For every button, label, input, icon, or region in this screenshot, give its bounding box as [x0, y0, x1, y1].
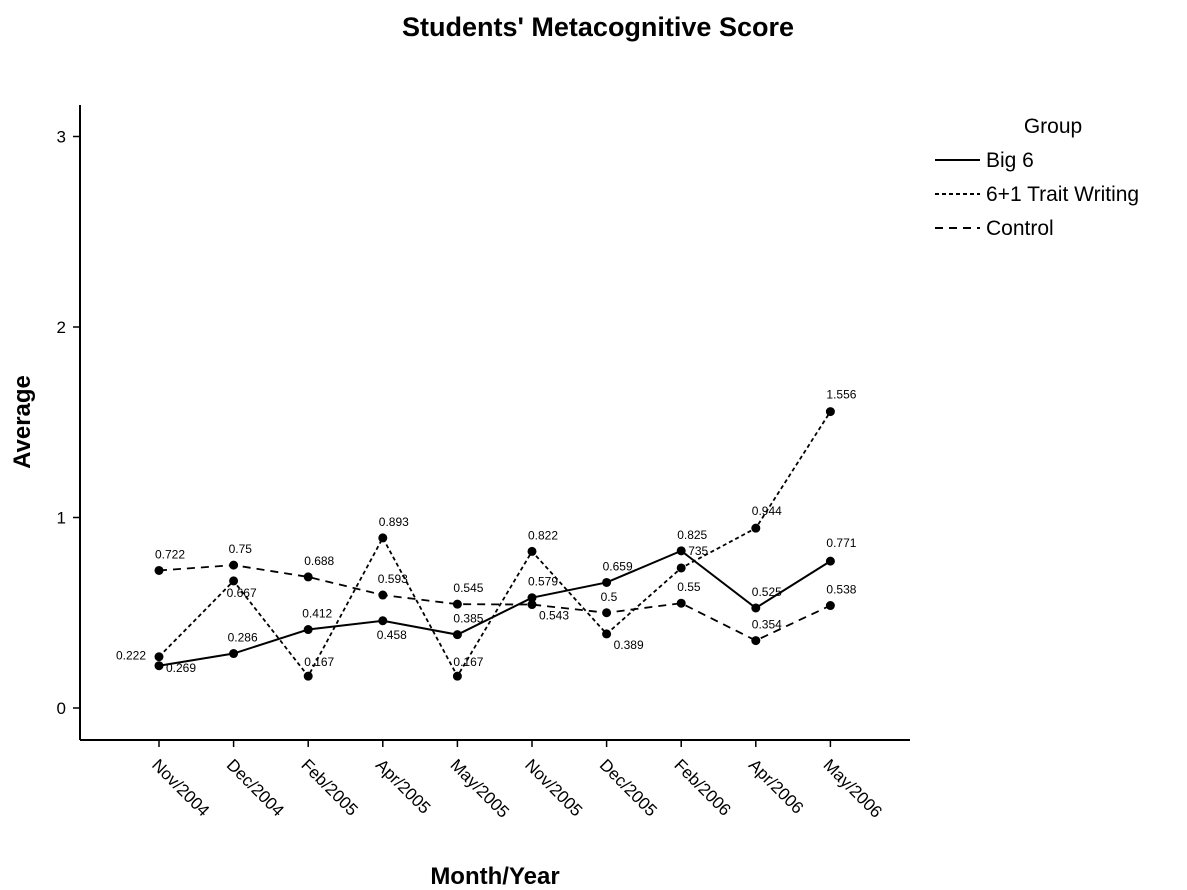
- data-label: 0.167: [304, 655, 334, 669]
- data-label: 0.545: [453, 581, 483, 595]
- x-tick-label: Apr/2006: [745, 755, 807, 817]
- legend-entry: 6+1 Trait Writing: [986, 183, 1139, 206]
- data-point: [825, 556, 835, 566]
- data-label: 0.55: [677, 580, 701, 594]
- x-tick-label: Nov/2005: [521, 755, 586, 820]
- series-3: 0.722 0.75 0.688 0.593 0.545 0.543 0.5 0.55 0.35…: [154, 542, 857, 646]
- x-tick-label: Feb/2006: [670, 755, 734, 819]
- data-point: [303, 572, 313, 582]
- data-point: [751, 636, 761, 646]
- data-point: [676, 563, 686, 573]
- data-label: 0.667: [227, 586, 257, 600]
- x-tick-label: Dec/2005: [596, 755, 661, 820]
- y-tick-label: 3: [57, 128, 66, 147]
- data-label: 0.688: [304, 554, 334, 568]
- data-point: [303, 671, 313, 681]
- data-label: 0.167: [453, 655, 483, 669]
- legend: Group Big 6 6+1 Trait Writing Control: [935, 115, 1139, 240]
- data-point: [303, 625, 313, 635]
- data-point: [527, 593, 537, 603]
- data-point: [452, 599, 462, 609]
- data-point: [452, 630, 462, 640]
- data-label: 0.354: [752, 618, 782, 632]
- data-label: 0.538: [826, 583, 856, 597]
- series-2: 0.269 0.667 0.167 0.893 0.167 0.822 0.389 0.735…: [154, 388, 857, 681]
- data-point: [602, 608, 612, 618]
- data-label: 0.771: [826, 536, 856, 550]
- series-line: [158, 549, 831, 667]
- data-label: 0.286: [228, 631, 258, 645]
- data-label: 0.659: [603, 559, 633, 573]
- data-label: 0.389: [614, 638, 644, 652]
- y-tick-label: 2: [57, 318, 66, 337]
- data-point: [452, 671, 462, 681]
- data-point: [825, 407, 835, 417]
- x-tick-label: Feb/2005: [297, 755, 361, 819]
- data-point: [527, 600, 537, 610]
- data-label: 0.269: [166, 661, 196, 675]
- x-axis-label: Month/Year: [430, 863, 559, 890]
- y-tick-label: 1: [57, 509, 66, 528]
- chart-title: Students' Metacognitive Score: [402, 12, 794, 42]
- legend-entry: Control: [986, 217, 1054, 240]
- data-label: 0.75: [229, 542, 253, 556]
- series-layer: 0.222 0.286 0.412 0.458 0.385 0.579 0.659 0.825…: [116, 388, 857, 681]
- data-label: 0.944: [752, 504, 782, 518]
- legend-title: Group: [1024, 115, 1082, 138]
- x-tick-label: May/2006: [820, 755, 886, 821]
- data-point: [825, 601, 835, 611]
- y-tick-label: 0: [57, 699, 66, 718]
- data-point: [154, 565, 164, 575]
- data-point: [602, 629, 612, 639]
- data-point: [154, 652, 164, 662]
- data-point: [229, 576, 239, 586]
- data-label: 0.593: [378, 572, 408, 586]
- data-label: 0.735: [678, 544, 708, 558]
- data-label: 0.458: [377, 628, 407, 642]
- x-tick-label: Nov/2004: [148, 755, 213, 820]
- legend-entry: Big 6: [986, 149, 1034, 172]
- data-point: [751, 603, 761, 613]
- y-axis-label: Average: [9, 375, 36, 469]
- data-label: 0.893: [379, 515, 409, 529]
- x-tick-label: May/2005: [447, 755, 513, 821]
- series-line: [158, 411, 832, 679]
- data-label: 0.222: [116, 649, 146, 663]
- data-label: 0.412: [302, 607, 332, 621]
- x-tick-label: Dec/2004: [223, 755, 288, 820]
- data-label: 0.822: [528, 528, 558, 542]
- data-point: [676, 546, 686, 556]
- series-1: 0.222 0.286 0.412 0.458 0.385 0.579 0.659 0.825…: [116, 528, 857, 671]
- data-label: 0.722: [155, 547, 185, 561]
- data-point: [154, 661, 164, 671]
- data-label: 1.556: [826, 388, 856, 402]
- data-point: [378, 533, 388, 543]
- data-point: [229, 560, 239, 570]
- data-point: [378, 616, 388, 626]
- x-tick-label: Apr/2005: [372, 755, 434, 817]
- data-point: [751, 523, 761, 533]
- series-line: [158, 564, 831, 642]
- data-label: 0.385: [453, 612, 483, 626]
- data-point: [602, 577, 612, 587]
- data-label: 0.5: [601, 590, 618, 604]
- data-label: 0.579: [528, 575, 558, 589]
- data-label: 0.825: [677, 528, 707, 542]
- data-point: [676, 598, 686, 608]
- data-point: [378, 590, 388, 600]
- data-label: 0.543: [539, 609, 569, 623]
- data-point: [229, 649, 239, 659]
- data-point: [527, 546, 537, 556]
- data-label: 0.525: [752, 585, 782, 599]
